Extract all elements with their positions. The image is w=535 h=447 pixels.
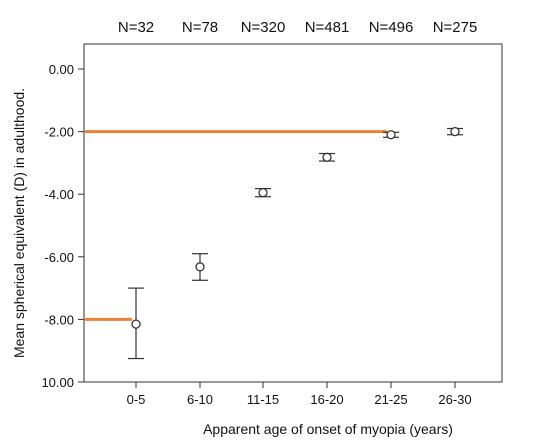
x-axis: 0-5 6-10 11-15 16-20 21-25 26-30 bbox=[127, 382, 472, 407]
y-axis-title: Mean spherical equivalent (D) in adultho… bbox=[11, 88, 27, 358]
error-bar bbox=[447, 126, 463, 137]
x-tick-label: 0-5 bbox=[127, 392, 146, 407]
plot-frame bbox=[83, 43, 503, 383]
y-tick-label: 10.00 bbox=[41, 375, 74, 390]
x-tick-label: 6-10 bbox=[187, 392, 213, 407]
x-tick-label: 26-30 bbox=[438, 392, 471, 407]
y-tick-label: 0.00 bbox=[49, 62, 74, 77]
sample-size-label: N=496 bbox=[369, 19, 414, 36]
sample-size-label: N=320 bbox=[241, 19, 286, 36]
mean-marker bbox=[322, 152, 332, 162]
sample-size-label: N=275 bbox=[433, 19, 478, 36]
x-tick-label: 21-25 bbox=[374, 392, 407, 407]
x-tick-label: 16-20 bbox=[310, 392, 343, 407]
y-tick-label: -4.00 bbox=[44, 187, 74, 202]
error-bar bbox=[192, 253, 208, 281]
reference-lines bbox=[84, 130, 387, 321]
y-tick-label: -6.00 bbox=[44, 250, 74, 265]
error-bar bbox=[319, 152, 335, 162]
sample-size-label: N=32 bbox=[118, 19, 154, 36]
y-tick-label: -8.00 bbox=[44, 312, 74, 327]
x-axis-title: Apparent age of onset of myopia (years) bbox=[203, 421, 453, 437]
sample-size-labels: N=32 N=78 N=320 N=481 N=496 N=275 bbox=[118, 19, 477, 36]
mean-marker bbox=[195, 262, 205, 272]
sample-size-label: N=78 bbox=[182, 19, 218, 36]
mean-marker bbox=[258, 188, 268, 198]
mean-marker bbox=[450, 126, 460, 137]
error-bar bbox=[128, 287, 144, 360]
data-points bbox=[128, 126, 463, 360]
sample-size-label: N=481 bbox=[305, 19, 350, 36]
y-tick-label: -2.00 bbox=[44, 125, 74, 140]
error-bar bbox=[255, 187, 271, 198]
y-axis: 0.00 -2.00 -4.00 -6.00 -8.00 10.00 bbox=[41, 62, 84, 390]
error-bar bbox=[383, 130, 399, 140]
mean-marker bbox=[131, 319, 141, 329]
mean-marker bbox=[386, 130, 396, 140]
x-tick-label: 11-15 bbox=[247, 392, 279, 407]
